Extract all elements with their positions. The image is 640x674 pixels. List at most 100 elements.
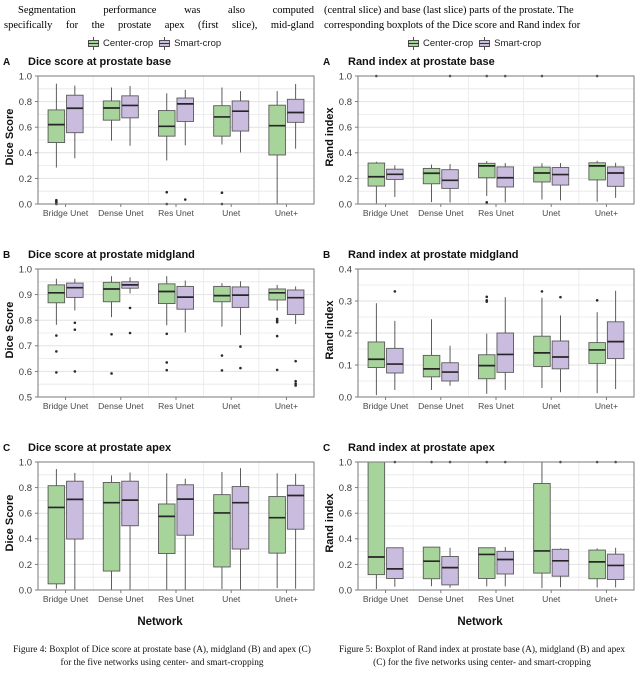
box-rect [176, 484, 194, 536]
x-tick-label: Dense Unet [418, 594, 464, 604]
box-dice-midgland-unet--smart-crop [286, 286, 305, 387]
outlier-point [165, 368, 169, 372]
x-tick-label: Unet [542, 594, 561, 604]
boxplot-svg-dice-apex: 0.0 0.2 0.4 0.6 0.8 1.0 Bridge Unet Dense Unet R… [19, 457, 315, 604]
box-rect [213, 285, 231, 303]
x-tick-label: Unet+ [275, 401, 298, 411]
outlier-point [220, 369, 224, 372]
box-dice-base-unet-center-crop [213, 87, 231, 206]
outlier-point [275, 320, 279, 324]
y-tick-label: 1.0 [19, 264, 32, 275]
box-rect [422, 546, 441, 580]
box-rect [102, 482, 121, 572]
legend-label-center-crop-left: Center-crop [103, 38, 154, 49]
box-dice-apex-dense-unet-center-crop [102, 475, 121, 590]
y-tick-label: 0.0 [339, 392, 352, 403]
box-dice-apex-bridge-unet-center-crop [47, 469, 66, 589]
box-rect [213, 105, 231, 137]
box-rect [286, 289, 305, 316]
box-rect [496, 332, 514, 373]
x-tick-label: Unet [222, 594, 241, 604]
box-dice-base-unet-smart-crop [231, 91, 250, 153]
panel-tag-dice-midgland: B [3, 250, 11, 261]
box-dice-midgland-unet-center-crop [213, 283, 231, 372]
box-rect [158, 110, 176, 137]
center-crop-swatch-icon [88, 37, 99, 50]
x-tick-label: Res Unet [478, 401, 514, 411]
box-rand-midgland-bridge-unet-center-crop [367, 303, 386, 396]
boxplot-svg-rand-midgland: 0.0 0.1 0.2 0.3 0.4 Bridge Unet Dense Unet Res … [339, 264, 635, 411]
outlier-point [595, 299, 599, 302]
box-dice-apex-unet--center-crop [268, 473, 286, 589]
y-tick-label: 0.6 [339, 509, 352, 520]
box-dice-apex-dense-unet-smart-crop [121, 472, 139, 590]
box-rect [286, 484, 305, 530]
legend-item-center-crop-left: Center-crop [88, 37, 153, 50]
outlier-point [73, 370, 77, 373]
y-tick-label: 0.4 [339, 148, 352, 159]
outlier-point [165, 332, 169, 336]
outlier-point [220, 354, 224, 357]
panel-border [357, 461, 635, 591]
box-rand-base-dense-unet-center-crop [422, 164, 441, 203]
outlier-point [485, 201, 489, 204]
box-dice-apex-unet--smart-crop [286, 473, 305, 589]
box-dice-midgland-unet--center-crop [268, 284, 286, 372]
figure-4-column: A Dice score at prostate base Dice Score 0.… [0, 56, 320, 634]
x-tick-label: Unet [542, 401, 561, 411]
box-rand-midgland-res-unet-center-crop [478, 295, 496, 394]
box-rect [478, 162, 496, 179]
box-rect [47, 485, 66, 585]
x-tick-label: Unet+ [275, 208, 298, 218]
box-dice-apex-unet-smart-crop [231, 468, 250, 590]
outlier-point [220, 191, 224, 195]
legend-label-center-crop-right: Center-crop [423, 38, 474, 49]
figure-5-column: A Rand index at prostate base Rand index 0.… [320, 56, 640, 634]
box-rect [231, 486, 250, 550]
outlier-point [485, 295, 489, 299]
x-tick-label: Bridge Unet [43, 401, 89, 411]
box-rand-base-unet-center-crop [533, 74, 551, 200]
box-dice-midgland-dense-unet-smart-crop [121, 277, 139, 335]
plot-area-dice-midgland: 0.5 0.6 0.7 0.8 0.9 1.0 Bridge Unet Dense Unet R… [0, 263, 320, 423]
legend-item-center-crop-right: Center-crop [408, 37, 473, 50]
y-tick-label: 0.8 [19, 483, 32, 494]
x-tick-label: Dense Unet [98, 594, 144, 604]
box-rand-base-bridge-unet-center-crop [367, 74, 386, 204]
box-rand-midgland-res-unet-smart-crop [496, 297, 514, 390]
y-tick-label: 0.0 [339, 199, 352, 210]
y-tick-label: 0.4 [339, 264, 352, 275]
outlier-point [183, 198, 187, 201]
box-rand-midgland-dense-unet-smart-crop [441, 345, 459, 386]
y-tick-label: 0.0 [19, 585, 32, 596]
x-tick-label: Unet+ [275, 594, 298, 604]
outlier-point [73, 321, 77, 325]
box-rect [213, 494, 231, 568]
y-tick-label: 0.2 [339, 560, 352, 571]
box-dice-base-bridge-unet-smart-crop [66, 85, 84, 159]
box-rect [47, 109, 66, 144]
y-tick-label: 0.2 [339, 328, 352, 339]
box-rect [422, 354, 441, 378]
boxplot-svg-dice-midgland: 0.5 0.6 0.7 0.8 0.9 1.0 Bridge Unet Dense Unet R… [19, 264, 315, 411]
box-rect [286, 98, 305, 123]
outlier-point [239, 366, 242, 370]
y-tick-label: 0.7 [19, 341, 32, 352]
legend-label-smart-crop-left: Smart-crop [174, 38, 222, 49]
box-rect [231, 100, 250, 132]
x-tick-label: Dense Unet [418, 401, 464, 411]
box-rect [496, 550, 514, 575]
box-dice-base-res-unet-smart-crop [176, 89, 194, 201]
x-tick-label: Res Unet [478, 208, 514, 218]
box-dice-apex-unet-center-crop [213, 471, 231, 589]
x-tick-label: Unet+ [595, 208, 618, 218]
x-tick-label: Bridge Unet [363, 208, 409, 218]
y-tick-label: 0.6 [19, 509, 32, 520]
box-rand-apex-unet-smart-crop [551, 460, 570, 588]
box-dice-apex-res-unet-smart-crop [176, 478, 194, 590]
box-rect [441, 169, 459, 189]
y-tick-label: 0.9 [19, 290, 32, 301]
x-tick-label: Res Unet [158, 401, 194, 411]
box-rect [533, 483, 551, 574]
